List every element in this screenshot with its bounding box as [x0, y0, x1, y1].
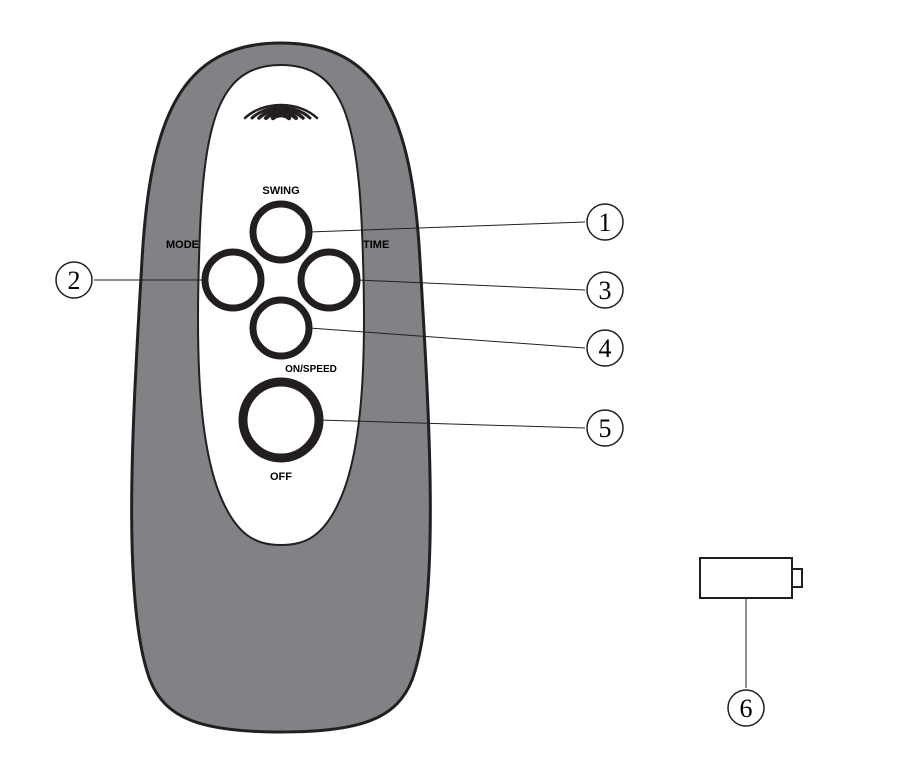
- battery-terminal: [792, 569, 802, 587]
- callout-number-2: 2: [68, 266, 81, 295]
- callout-number-1: 1: [599, 208, 612, 237]
- swing-button[interactable]: [253, 204, 309, 260]
- diagram-canvas: SWING MODE TIME ON/SPEED OFF 1 2 3 4 5 6: [0, 0, 904, 780]
- callout-number-3: 3: [599, 276, 612, 305]
- time-label: TIME: [363, 239, 389, 251]
- off-label: OFF: [270, 471, 292, 483]
- callout-number-4: 4: [599, 334, 612, 363]
- callout-number-6: 6: [740, 694, 753, 723]
- battery-body: [700, 558, 792, 598]
- off-button[interactable]: [243, 382, 319, 458]
- onspeed-button[interactable]: [253, 300, 309, 356]
- time-button[interactable]: [301, 252, 357, 308]
- callout-number-5: 5: [599, 414, 612, 443]
- mode-button[interactable]: [205, 252, 261, 308]
- onspeed-label: ON/SPEED: [285, 364, 337, 375]
- mode-label: MODE: [166, 239, 199, 251]
- swing-label: SWING: [262, 185, 299, 197]
